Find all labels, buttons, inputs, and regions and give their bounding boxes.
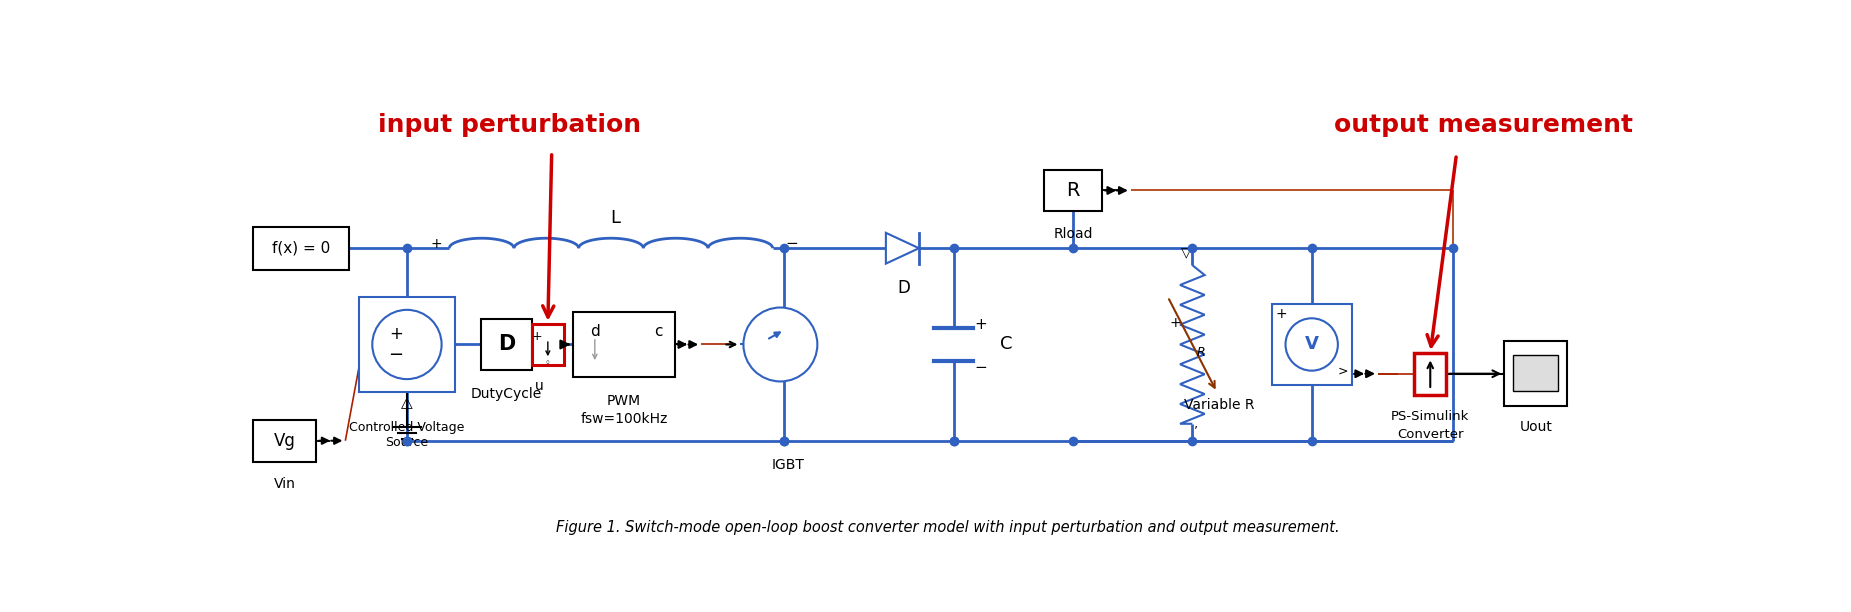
Circle shape — [744, 307, 818, 381]
Text: −: − — [785, 236, 798, 251]
Text: Vin: Vin — [274, 477, 296, 491]
Text: Uout: Uout — [1520, 420, 1553, 434]
Bar — [1505, 341, 1568, 406]
Polygon shape — [887, 233, 918, 264]
Circle shape — [1285, 318, 1338, 371]
Text: +: + — [1170, 316, 1181, 330]
Text: +: + — [1275, 307, 1286, 321]
Text: +: + — [389, 326, 404, 343]
Text: Converter: Converter — [1398, 428, 1464, 441]
Text: Controlled Voltage
Source: Controlled Voltage Source — [350, 422, 465, 449]
Text: Figure 1. Switch-mode open-loop boost converter model with input perturbation an: Figure 1. Switch-mode open-loop boost co… — [557, 520, 1340, 536]
Text: ▽: ▽ — [1181, 245, 1192, 259]
Bar — [359, 297, 455, 392]
Text: input perturbation: input perturbation — [378, 113, 640, 137]
Bar — [1514, 355, 1559, 390]
Text: D: D — [898, 279, 911, 297]
Text: fsw=100kHz: fsw=100kHz — [581, 412, 668, 426]
Bar — [1044, 170, 1101, 211]
Text: +: + — [531, 330, 542, 343]
Text: ◦: ◦ — [544, 358, 552, 368]
Text: c: c — [653, 324, 663, 339]
Text: −: − — [389, 346, 404, 364]
Text: PS-Simulink: PS-Simulink — [1392, 410, 1470, 423]
Bar — [1272, 304, 1351, 384]
Text: +: + — [431, 237, 442, 250]
Text: R: R — [1066, 181, 1079, 200]
Text: f(x) = 0: f(x) = 0 — [272, 241, 329, 256]
Bar — [1414, 353, 1446, 395]
Text: Variable R: Variable R — [1185, 398, 1255, 412]
Text: >: > — [1336, 364, 1348, 377]
Text: ’: ’ — [1194, 424, 1198, 437]
Bar — [531, 324, 565, 365]
Text: u: u — [535, 379, 544, 393]
Text: L: L — [609, 209, 620, 226]
Text: D: D — [498, 335, 515, 354]
Text: output measurement: output measurement — [1335, 113, 1633, 137]
Text: DutyCycle: DutyCycle — [470, 387, 542, 401]
Text: d: d — [590, 324, 600, 339]
Bar — [254, 420, 317, 461]
Text: −: − — [974, 360, 987, 375]
Text: Rload: Rload — [1053, 226, 1092, 241]
Text: PWM: PWM — [607, 394, 640, 408]
Text: R: R — [1196, 346, 1205, 359]
Text: Vg: Vg — [274, 431, 296, 450]
Text: △: △ — [402, 395, 413, 410]
Bar — [481, 319, 531, 370]
Text: +: + — [974, 317, 987, 332]
Circle shape — [372, 310, 442, 379]
Text: V: V — [1305, 335, 1318, 354]
Text: IGBT: IGBT — [772, 458, 805, 472]
Text: C: C — [1000, 335, 1012, 354]
Bar — [574, 312, 676, 377]
Bar — [254, 226, 350, 270]
